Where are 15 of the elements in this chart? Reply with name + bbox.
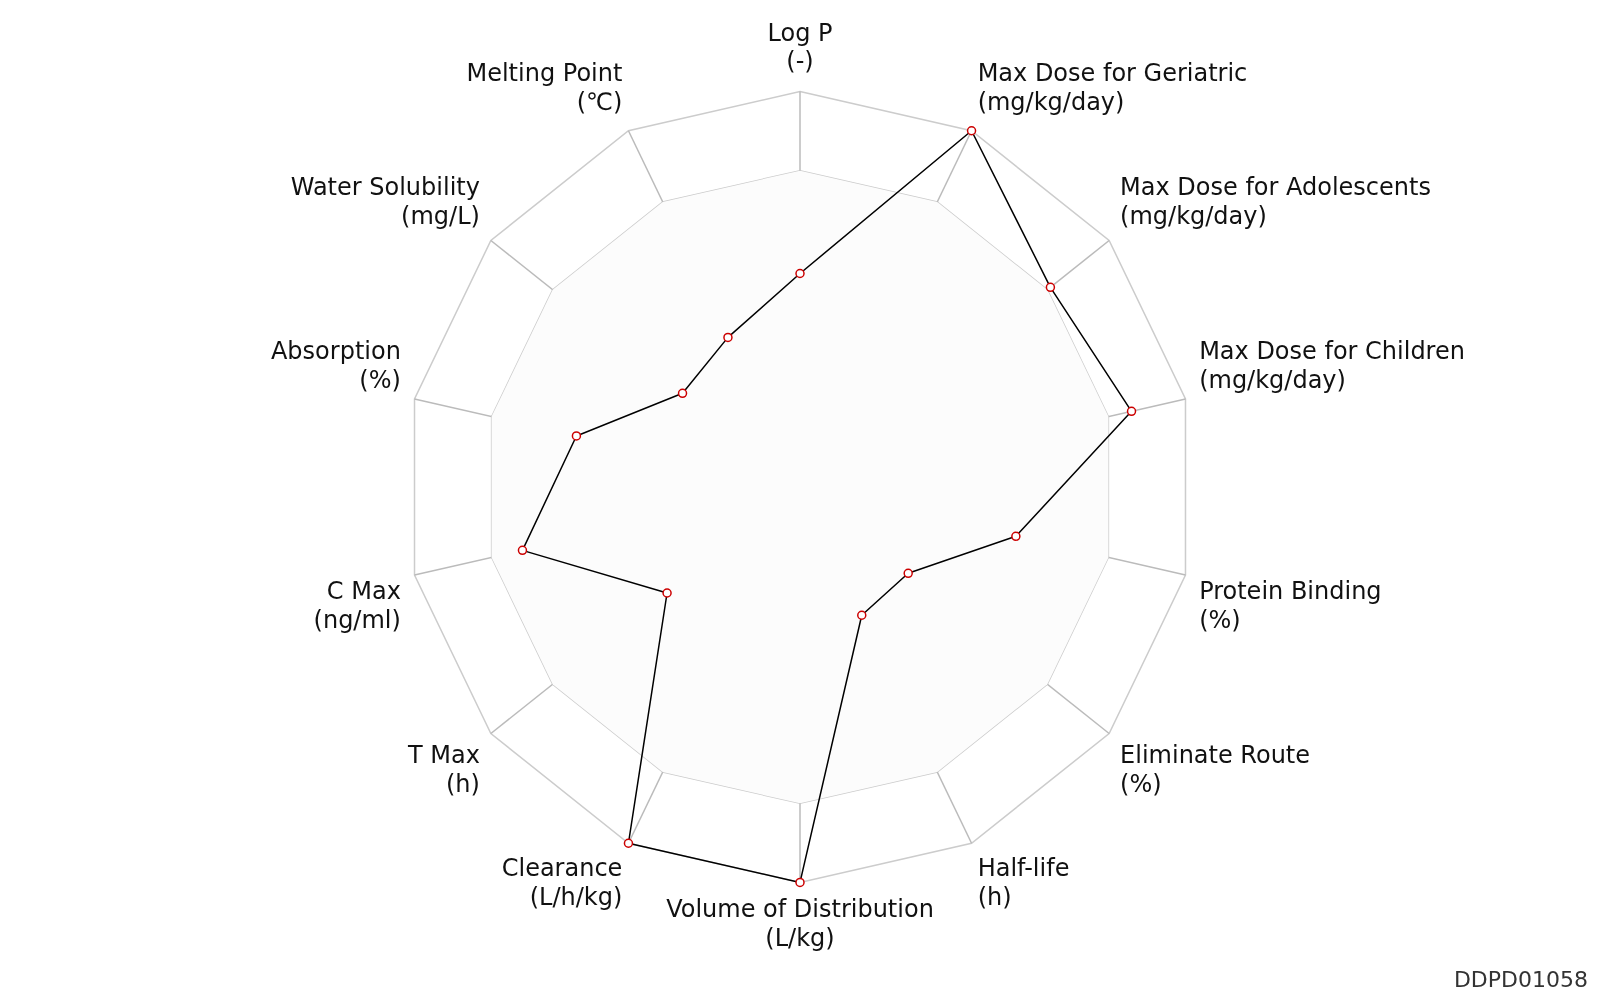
text: DDPD01058 [1453,967,1588,992]
spoke-label: Clearance (L/h/kg) [501,854,623,912]
spoke-label: Half-life (h) [977,854,1070,912]
spoke-label: Absorption (%) [270,336,401,394]
spoke-label: Water Solubility (mg/L) [290,172,480,230]
spoke-label: Max Dose for Children (mg/kg/day) [1199,336,1465,394]
spoke-label: Melting Point (℃) [466,59,623,116]
spoke-label: Eliminate Route (%) [1120,740,1311,798]
spoke-label: Max Dose for Adolescents (mg/kg/day) [1120,172,1431,230]
spoke-label: Max Dose for Geriatric (mg/kg/day) [977,59,1248,116]
spoke-label: Log P (-) [767,18,833,76]
spoke-label: C Max (ng/ml) [313,576,401,634]
spoke-label: Volume of Distribution (L/kg) [666,895,934,952]
spoke-label: Protein Binding (%) [1199,576,1382,634]
spoke-label: T Max (h) [407,740,480,798]
